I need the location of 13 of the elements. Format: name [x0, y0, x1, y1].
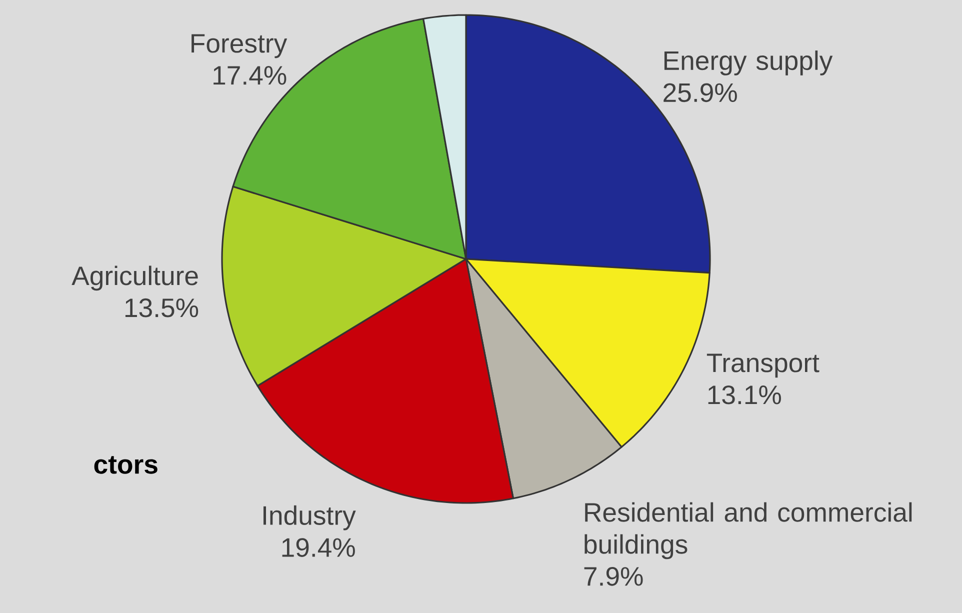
slice-label: Agriculture [72, 266, 198, 291]
data-label: 25.9% [664, 83, 737, 102]
text: ctors [94, 456, 158, 474]
slice-label: Forestry [192, 34, 288, 58]
data-label: 19.4% [282, 538, 355, 557]
slice-label: Industry [264, 505, 356, 530]
slice-label: Energy supply [664, 50, 833, 76]
slice-label: Residential and commercial buildings [584, 502, 912, 560]
data-label: 7.9% [584, 566, 643, 586]
data-label: 13.1% [708, 385, 781, 404]
slice-label: Transport [706, 354, 820, 378]
data-label: 17.4% [214, 66, 286, 85]
data-label: 13.5% [125, 298, 198, 318]
